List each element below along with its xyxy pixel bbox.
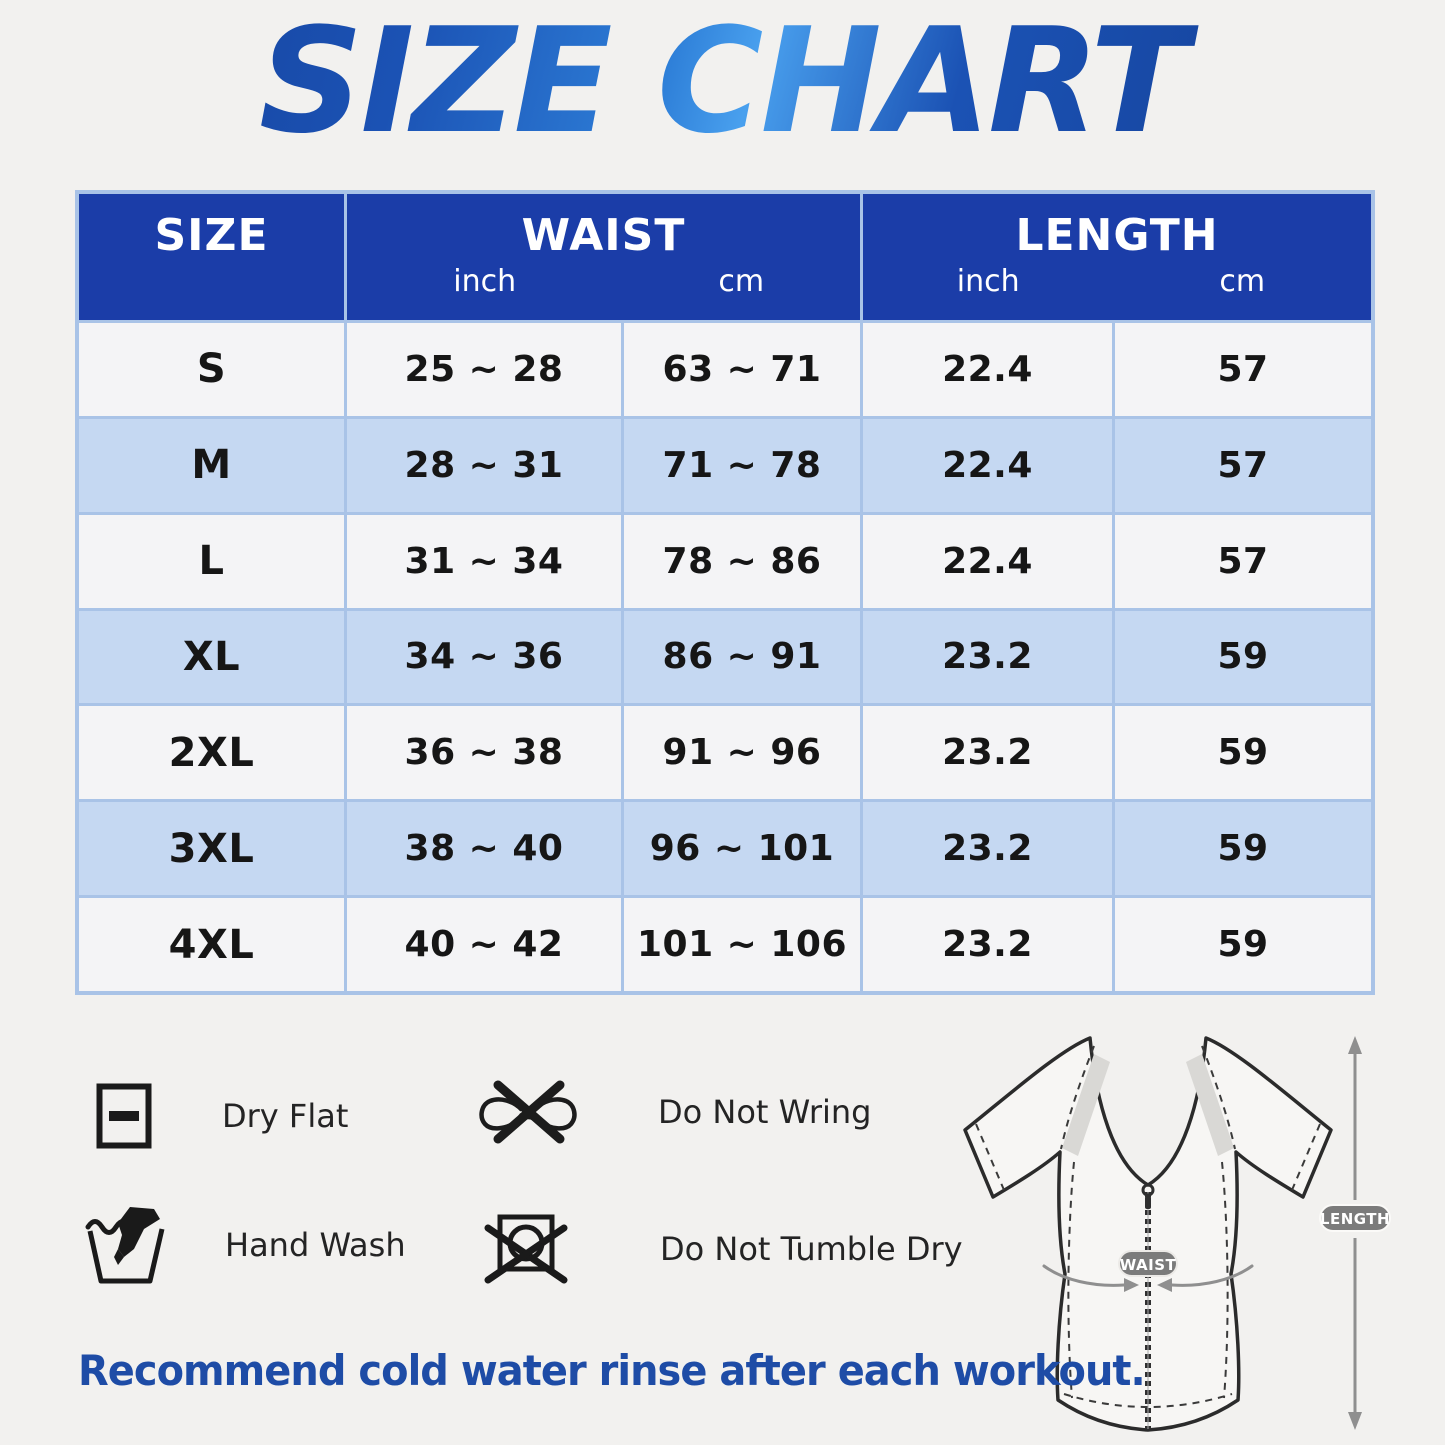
shoulder-shading-right [1186, 1054, 1234, 1156]
table-cell-waist-cm: 86 ~ 91 [624, 610, 860, 704]
do-not-wring-icon [479, 1080, 577, 1144]
table-cell-length-cm: 59 [1115, 706, 1371, 800]
care-item-hand-wash: Hand Wash [84, 1205, 406, 1285]
length-badge-label: LENGTH [1320, 1210, 1390, 1228]
garment-measurement-diagram: WAIST LENGTH [963, 1036, 1391, 1432]
table-cell-size: 4XL [79, 898, 344, 991]
table-cell-length-cm: 59 [1115, 610, 1371, 704]
footer-note: Recommend cold water rinse after each wo… [78, 1346, 1146, 1395]
page-title: SIZE CHART [0, 2, 1445, 162]
zipper [1141, 1183, 1155, 1429]
table-cell-waist-cm: 96 ~ 101 [624, 802, 860, 896]
table-cell-length-cm: 59 [1115, 802, 1371, 896]
shoulder-shading-left [1062, 1054, 1110, 1156]
table-cell-waist-inch: 31 ~ 34 [347, 514, 621, 608]
table-cell-waist-cm: 91 ~ 96 [624, 706, 860, 800]
header-waist-label: WAIST [521, 210, 686, 261]
waist-unit-cm: cm [718, 264, 765, 299]
table-cell-waist-inch: 34 ~ 36 [347, 610, 621, 704]
table-cell-length-cm: 57 [1115, 514, 1371, 608]
table-cell-length-inch: 23.2 [863, 898, 1112, 991]
length-unit-cm: cm [1219, 264, 1266, 299]
hand-wash-icon [85, 1207, 165, 1284]
length-unit-inch: inch [956, 264, 1020, 299]
header-size-label: SIZE [154, 210, 269, 261]
care-label: Dry Flat [222, 1097, 349, 1135]
header-length: LENGTH inch cm [863, 194, 1371, 320]
table-cell-waist-inch: 40 ~ 42 [347, 898, 621, 991]
table-cell-length-cm: 57 [1115, 323, 1371, 416]
waist-arrows [1042, 1264, 1254, 1292]
header-size: SIZE [79, 194, 344, 320]
table-cell-length-inch: 22.4 [863, 514, 1112, 608]
table-cell-length-cm: 59 [1115, 898, 1371, 991]
table-cell-size: L [79, 514, 344, 608]
length-arrow [1348, 1036, 1362, 1430]
table-cell-length-inch: 23.2 [863, 706, 1112, 800]
care-item-do-not-wring: Do Not Wring [476, 1077, 871, 1147]
table-cell-length-inch: 23.2 [863, 802, 1112, 896]
table-cell-size: S [79, 323, 344, 416]
table-cell-waist-inch: 25 ~ 28 [347, 323, 621, 416]
care-item-dry-flat: Dry Flat [96, 1083, 348, 1149]
waist-badge: WAIST [1118, 1250, 1178, 1277]
care-label: Hand Wash [225, 1226, 406, 1264]
header-length-label: LENGTH [1015, 210, 1219, 261]
table-cell-waist-cm: 78 ~ 86 [624, 514, 860, 608]
table-cell-waist-cm: 71 ~ 78 [624, 418, 860, 512]
waist-badge-label: WAIST [1120, 1256, 1177, 1274]
table-cell-length-inch: 23.2 [863, 610, 1112, 704]
do-not-tumble-dry-icon [484, 1214, 568, 1284]
table-cell-waist-cm: 101 ~ 106 [624, 898, 860, 991]
size-table: SIZE WAIST inch cm LENGTH inch cm S 25 ~… [75, 190, 1375, 995]
table-cell-length-inch: 22.4 [863, 418, 1112, 512]
table-cell-size: XL [79, 610, 344, 704]
table-cell-waist-cm: 63 ~ 71 [624, 323, 860, 416]
table-cell-waist-inch: 38 ~ 40 [347, 802, 621, 896]
dry-flat-icon [96, 1083, 152, 1149]
care-label: Do Not Wring [658, 1093, 872, 1131]
table-cell-size: 2XL [79, 706, 344, 800]
table-cell-waist-inch: 36 ~ 38 [347, 706, 621, 800]
length-badge: LENGTH [1319, 1204, 1391, 1232]
waist-unit-inch: inch [453, 264, 517, 299]
seam-lines [975, 1045, 1321, 1408]
table-cell-size: M [79, 418, 344, 512]
care-item-do-not-tumble-dry: Do Not Tumble Dry [480, 1214, 963, 1284]
care-label: Do Not Tumble Dry [660, 1230, 963, 1268]
header-waist: WAIST inch cm [347, 194, 860, 320]
table-cell-size: 3XL [79, 802, 344, 896]
table-cell-waist-inch: 28 ~ 31 [347, 418, 621, 512]
table-cell-length-cm: 57 [1115, 418, 1371, 512]
header-waist-units: inch cm [347, 264, 860, 299]
table-cell-length-inch: 22.4 [863, 323, 1112, 416]
header-length-units: inch cm [863, 264, 1371, 299]
